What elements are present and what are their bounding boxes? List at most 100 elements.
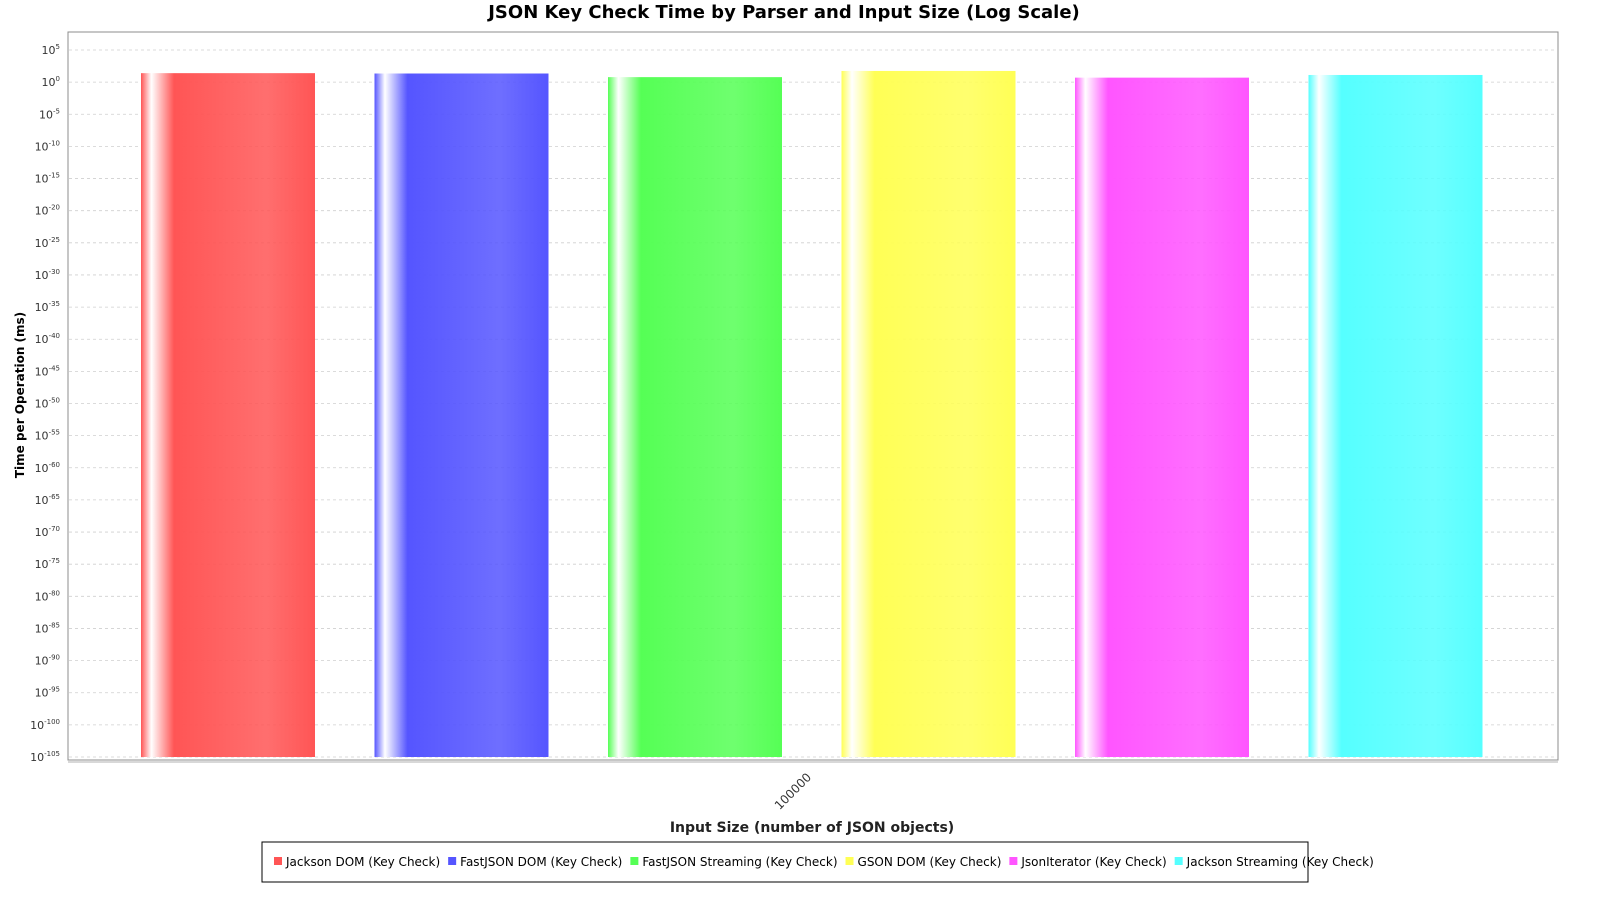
y-tick-exponent: -60 <box>49 461 60 469</box>
chart-title: JSON Key Check Time by Parser and Input … <box>486 2 1080 23</box>
y-tick-label: 105 <box>42 43 60 57</box>
y-tick-label: 10-60 <box>35 461 60 475</box>
y-tick-base: 10 <box>35 590 49 603</box>
y-tick-exponent: -70 <box>49 525 60 533</box>
y-tick-exponent: -55 <box>49 429 60 437</box>
bars <box>141 70 1483 758</box>
y-tick-exponent: -35 <box>49 300 60 308</box>
y-tick-base: 10 <box>35 237 49 250</box>
bar <box>1308 74 1483 757</box>
y-tick-exponent: -105 <box>44 750 60 758</box>
y-tick-label: 10-95 <box>35 686 60 700</box>
y-tick-base: 10 <box>30 719 44 732</box>
y-tick-label: 10-100 <box>30 718 60 732</box>
legend-label: Jackson DOM (Key Check) <box>285 855 440 869</box>
y-tick-label: 10-45 <box>35 364 60 378</box>
grid-lines <box>69 49 1557 758</box>
y-tick-exponent: -50 <box>49 397 60 405</box>
y-tick-exponent: -65 <box>49 493 60 501</box>
y-tick-exponent: -10 <box>49 139 60 147</box>
y-tick-exponent: 0 <box>56 75 60 83</box>
y-tick-base: 10 <box>42 76 56 89</box>
y-tick-base: 10 <box>35 301 49 314</box>
y-tick-base: 10 <box>35 140 49 153</box>
y-tick-label: 10-65 <box>35 493 60 507</box>
y-tick-base: 10 <box>35 365 49 378</box>
legend-swatch <box>274 857 282 865</box>
y-tick-label: 10-75 <box>35 557 60 571</box>
y-tick-label: 10-85 <box>35 621 60 635</box>
y-tick-base: 10 <box>30 751 44 764</box>
x-tick-label: 100000 <box>772 770 814 812</box>
legend-label: FastJSON Streaming (Key Check) <box>642 855 837 869</box>
y-tick-label: 10-35 <box>35 300 60 314</box>
y-tick-exponent: -80 <box>49 589 60 597</box>
y-tick-base: 10 <box>35 462 49 475</box>
legend-swatch <box>448 857 457 865</box>
y-tick-exponent: -45 <box>49 364 60 372</box>
y-tick-label: 100 <box>42 75 60 89</box>
y-tick-exponent: -5 <box>53 107 60 115</box>
y-tick-base: 10 <box>35 526 49 539</box>
y-tick-label: 10-55 <box>35 429 60 443</box>
legend: Jackson DOM (Key Check) FastJSON DOM (Key… <box>261 841 1374 883</box>
y-tick-base: 10 <box>35 655 49 668</box>
legend-label: JsonIterator (Key Check) <box>1020 855 1166 869</box>
legend-swatch <box>1009 857 1018 865</box>
legend-swatch <box>630 857 639 865</box>
bar <box>141 73 315 757</box>
y-tick-exponent: -25 <box>49 236 60 244</box>
y-tick-exponent: -90 <box>49 654 60 662</box>
y-tick-label: 10-10 <box>35 139 60 153</box>
y-tick-label: 10-5 <box>39 107 60 121</box>
x-axis-ticks: 100000 <box>772 770 814 812</box>
y-axis-ticks: 10510010-510-1010-1510-2010-2510-3010-35… <box>30 43 60 764</box>
legend-label: GSON DOM (Key Check) <box>858 855 1002 869</box>
y-tick-exponent: -85 <box>49 621 60 629</box>
bar <box>374 73 549 758</box>
y-tick-exponent: -75 <box>49 557 60 565</box>
y-axis-title: Time per Operation (ms) <box>13 312 27 478</box>
legend-label: FastJSON DOM (Key Check) <box>460 855 622 869</box>
bar <box>841 70 1016 758</box>
y-tick-base: 10 <box>35 687 49 700</box>
y-tick-label: 10-70 <box>35 525 60 539</box>
y-tick-exponent: -100 <box>44 718 60 726</box>
y-tick-exponent: -40 <box>49 332 60 340</box>
y-tick-exponent: -30 <box>49 268 60 276</box>
y-tick-base: 10 <box>35 205 49 218</box>
y-tick-base: 10 <box>42 44 56 57</box>
bar <box>1075 77 1249 757</box>
y-tick-base: 10 <box>35 269 49 282</box>
y-tick-base: 10 <box>35 622 49 635</box>
y-tick-base: 10 <box>39 108 53 121</box>
legend-swatch <box>1174 857 1183 865</box>
x-axis-title: Input Size (number of JSON objects) <box>670 820 954 836</box>
legend-box <box>261 841 1309 883</box>
y-tick-base: 10 <box>35 430 49 443</box>
y-tick-exponent: 5 <box>56 43 60 51</box>
y-tick-base: 10 <box>35 398 49 411</box>
bar <box>608 77 782 758</box>
y-tick-label: 10-40 <box>35 332 60 346</box>
y-tick-exponent: -20 <box>49 204 60 212</box>
y-tick-label: 10-80 <box>35 589 60 603</box>
y-tick-label: 10-90 <box>35 654 60 668</box>
y-tick-exponent: -95 <box>49 686 60 694</box>
y-tick-base: 10 <box>35 333 49 346</box>
y-tick-exponent: -15 <box>49 172 60 180</box>
y-tick-base: 10 <box>35 173 49 186</box>
y-tick-label: 10-20 <box>35 204 60 218</box>
y-tick-base: 10 <box>35 558 49 571</box>
y-tick-label: 10-30 <box>35 268 60 282</box>
y-tick-label: 10-50 <box>35 397 60 411</box>
y-tick-label: 10-15 <box>35 172 60 186</box>
legend-items: Jackson DOM (Key Check) FastJSON DOM (Key… <box>274 855 1374 869</box>
y-tick-base: 10 <box>35 494 49 507</box>
legend-swatch <box>845 857 854 865</box>
legend-label: Jackson Streaming (Key Check) <box>1186 855 1374 869</box>
y-tick-label: 10-25 <box>35 236 60 250</box>
y-tick-label: 10-105 <box>30 750 60 764</box>
